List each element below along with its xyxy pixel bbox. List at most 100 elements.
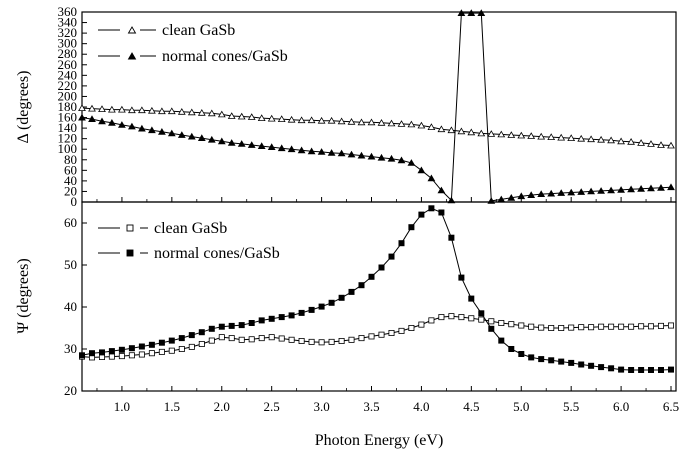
data-point: [178, 335, 185, 342]
data-point: [547, 133, 556, 141]
data-point: [517, 192, 526, 200]
data-point: [98, 105, 106, 112]
data-point: [428, 205, 435, 212]
data-point: [237, 112, 246, 120]
legend-item-psi-clean: clean GaSb: [98, 220, 227, 237]
data-point: [348, 288, 355, 295]
data-point: [148, 341, 155, 348]
data-point: [508, 321, 515, 328]
data-point: [287, 115, 296, 123]
data-point: [248, 319, 255, 326]
data-point: [478, 316, 485, 323]
data-point: [538, 356, 545, 363]
legend-label: clean GaSb: [154, 220, 227, 237]
data-point: [437, 125, 446, 133]
data-point: [338, 337, 345, 344]
x-tick-label: 6.0: [613, 399, 629, 414]
data-point: [118, 121, 126, 128]
data-point: [367, 118, 376, 126]
data-point: [158, 128, 166, 135]
data-point: [428, 317, 435, 324]
legend-item-delta-clean: clean GaSb: [98, 22, 235, 39]
data-point: [558, 324, 565, 331]
data-point: [118, 353, 125, 360]
data-point: [197, 134, 206, 142]
series-psi-normal-cones: [79, 205, 675, 373]
data-point: [548, 357, 555, 364]
data-point: [368, 273, 375, 280]
data-point: [528, 323, 535, 330]
data-point: [647, 140, 655, 147]
data-point: [108, 105, 116, 113]
data-point: [287, 145, 296, 153]
data-point: [497, 130, 506, 138]
data-point: [118, 105, 126, 113]
data-point: [647, 184, 655, 192]
data-point: [577, 134, 586, 142]
data-point: [338, 294, 345, 301]
data-point: [288, 312, 295, 319]
data-point: [627, 138, 635, 145]
data-point: [427, 123, 436, 131]
data-point: [268, 334, 275, 341]
y-tick-label: 60: [64, 215, 77, 230]
x-tick-label: 1.0: [114, 399, 130, 414]
y-tick-label: 100: [58, 141, 78, 156]
data-point: [448, 313, 455, 320]
data-point: [388, 329, 395, 336]
data-point: [347, 118, 356, 125]
data-point: [247, 113, 256, 120]
legend-item-psi-normal: normal cones/GaSb: [98, 245, 280, 262]
data-point: [167, 107, 176, 115]
data-point: [447, 196, 456, 204]
data-point: [227, 139, 236, 146]
data-point: [358, 282, 365, 289]
data-point: [448, 234, 455, 241]
y-tick-label: 60: [64, 162, 77, 177]
data-point: [188, 332, 195, 339]
bottom-y-axis-title: Ψ (degrees): [15, 258, 32, 333]
data-point: [618, 366, 625, 373]
data-point: [497, 195, 506, 203]
y-tick-label: 360: [58, 4, 78, 19]
data-point: [617, 137, 625, 145]
data-point: [408, 324, 415, 331]
data-point: [138, 351, 145, 358]
data-point: [158, 107, 166, 115]
legend-label: normal cones/GaSb: [162, 48, 288, 65]
data-point: [138, 124, 146, 132]
data-point: [618, 323, 625, 330]
data-point: [567, 134, 576, 142]
x-tick-label: 5.0: [513, 399, 529, 414]
data-point: [638, 366, 645, 373]
data-point: [317, 116, 326, 124]
data-point: [598, 364, 605, 371]
data-point: [597, 135, 605, 143]
data-point: [158, 339, 165, 346]
data-point: [188, 343, 195, 350]
x-axis: 1.0 1.5 2.0 2.5 3.0 3.5 4.0 4.5 5.0 5.5 6.0 6.5: [114, 197, 679, 414]
data-point: [458, 314, 465, 321]
top-legend: clean GaSb normal cones/GaSb: [98, 22, 288, 65]
y-tick-label: 280: [58, 46, 78, 61]
y-tick-label: 20: [64, 183, 77, 198]
y-tick-label: 20: [64, 383, 77, 398]
data-point: [667, 141, 675, 149]
data-point: [307, 116, 316, 124]
y-tick-label: 160: [58, 110, 78, 125]
data-point: [407, 159, 416, 166]
data-point: [608, 323, 615, 330]
data-point: [668, 322, 675, 329]
data-point: [457, 127, 466, 135]
data-point: [168, 347, 175, 354]
data-point: [217, 110, 226, 118]
data-point: [398, 327, 405, 334]
data-point: [407, 120, 416, 128]
data-point: [567, 188, 576, 196]
data-point: [527, 191, 536, 199]
series-line: [81, 12, 672, 202]
data-point: [578, 361, 585, 368]
data-point: [78, 104, 86, 111]
data-point: [208, 325, 215, 332]
data-point: [308, 338, 315, 345]
